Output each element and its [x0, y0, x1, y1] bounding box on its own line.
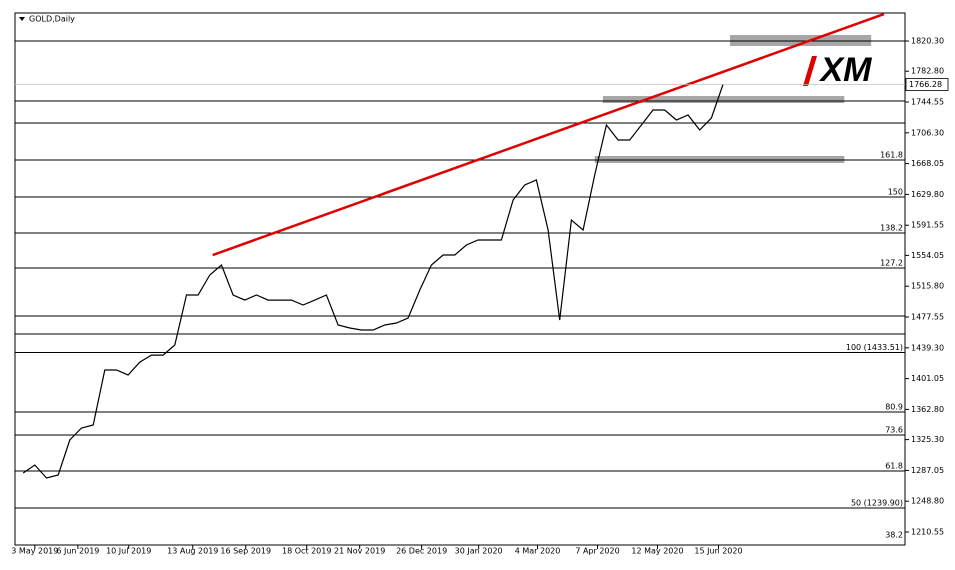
- x-tick-label: 15 Jun 2020: [694, 547, 742, 556]
- x-tick-label: 3 May 2019: [11, 547, 58, 556]
- fib-label: 50 (1239.90): [851, 499, 903, 508]
- y-tick-label: 1706.30: [911, 128, 944, 137]
- plot-frame: [14, 12, 906, 546]
- fib-label: 138.2: [880, 223, 903, 232]
- y-tick-label: 1210.55: [911, 527, 944, 536]
- trendline: [212, 12, 885, 257]
- last-price-label: 1766.28: [909, 80, 942, 89]
- y-tick-label: 1248.80: [911, 497, 944, 506]
- zone: [730, 34, 872, 47]
- menu-arrow: [19, 17, 25, 21]
- y-tick-label: 1591.55: [911, 221, 944, 230]
- y-tick-label: 1287.05: [911, 466, 944, 475]
- fib-label: 161.8: [880, 151, 903, 160]
- x-tick-label: 18 Oct 2019: [282, 547, 331, 556]
- zone: [594, 156, 845, 164]
- fib-label: 127.2: [880, 259, 903, 268]
- x-tick-label: 10 Jul 2019: [106, 547, 151, 556]
- x-tick-label: 26 Dec 2019: [396, 547, 447, 556]
- chart-title: GOLD,Daily: [29, 15, 75, 24]
- y-tick-label: 1629.80: [911, 190, 944, 199]
- x-tick-label: 16 Sep 2019: [220, 547, 271, 556]
- logo: XM: [800, 51, 882, 89]
- fib-label: 73.6: [885, 426, 903, 435]
- zone: [602, 96, 845, 104]
- fib-label: 100 (1433.51): [846, 343, 903, 352]
- y-tick-label: 1515.80: [911, 282, 944, 291]
- price-line: [22, 84, 724, 479]
- x-tick-label: 12 May 2020: [631, 547, 683, 556]
- x-tick-label: 21 Nov 2019: [334, 547, 385, 556]
- logo-slash: [803, 56, 817, 86]
- y-tick-label: 1782.80: [911, 67, 944, 76]
- fib-label: 150: [888, 187, 903, 196]
- y-tick-label: 1401.05: [911, 374, 944, 383]
- x-tick-label: 4 Mar 2020: [515, 547, 561, 556]
- y-tick-label: 1744.55: [911, 98, 944, 107]
- last-price-box: [905, 78, 949, 91]
- x-tick-label: 13 Aug 2019: [167, 547, 218, 556]
- x-tick-label: 6 Jun 2019: [56, 547, 99, 556]
- fib-label: 38.2: [885, 531, 903, 540]
- y-tick-label: 1325.30: [911, 435, 944, 444]
- y-tick-label: 1668.05: [911, 159, 944, 168]
- y-tick-label: 1554.05: [911, 251, 944, 260]
- y-tick-label: 1439.30: [911, 343, 944, 352]
- logo-text: XM: [819, 51, 873, 89]
- y-tick-label: 1477.55: [911, 313, 944, 322]
- fib-label: 80.9: [885, 403, 903, 412]
- y-tick-label: 1362.80: [911, 405, 944, 414]
- y-tick-label: 1820.30: [911, 37, 944, 46]
- fib-label: 61.8: [885, 462, 903, 471]
- x-tick-label: 7 Apr 2020: [575, 547, 619, 556]
- x-tick-label: 30 Jan 2020: [455, 547, 503, 556]
